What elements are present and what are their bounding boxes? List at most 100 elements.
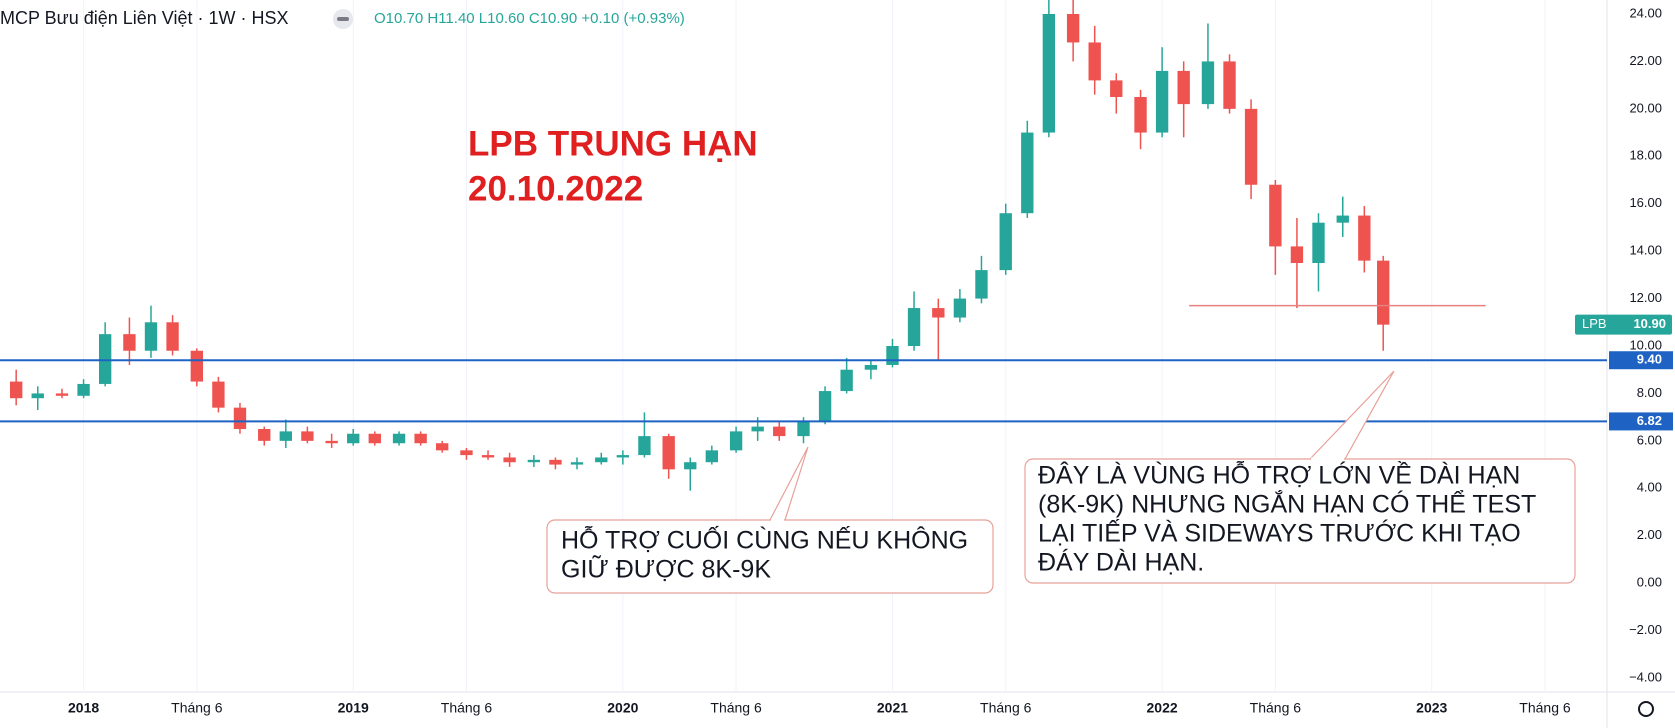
candle-body xyxy=(840,369,853,392)
callout-pointer xyxy=(769,446,809,521)
candle-body xyxy=(258,429,271,441)
candle-body xyxy=(368,433,381,444)
candle-body xyxy=(527,459,541,463)
x-tick-label: Tháng 6 xyxy=(171,700,223,716)
candle-body xyxy=(1021,132,1034,214)
candle-body xyxy=(886,346,899,365)
x-tick-label: 2023 xyxy=(1416,700,1447,716)
candle-body xyxy=(638,436,651,456)
symbol: MCP Bưu điện Liên Việt · 1W · HSX xyxy=(0,8,289,28)
candle-body xyxy=(999,213,1012,271)
candle-body xyxy=(144,322,158,351)
candle-body xyxy=(414,433,427,444)
x-tick-label: 2019 xyxy=(338,700,369,716)
candle-body xyxy=(166,322,179,351)
candle-body xyxy=(436,443,449,451)
callout-box xyxy=(1024,458,1576,584)
candle-body xyxy=(1088,42,1101,81)
level-label: 6.82 xyxy=(1637,413,1662,428)
candle-body xyxy=(1290,246,1304,263)
candle-body xyxy=(77,383,90,396)
axes: 24.00 22.00 20.00 18.00 16.00 14.00 12.00 10.00… xyxy=(68,5,1673,716)
x-tick-label: Tháng 6 xyxy=(980,700,1032,716)
candle-body xyxy=(662,436,675,470)
candle-body xyxy=(570,462,584,465)
y-tick-label: 10.00 xyxy=(1629,337,1662,352)
y-tick-label: 4.00 xyxy=(1637,480,1662,495)
candle-body xyxy=(595,457,608,463)
callout-text: HỖ TRỢ CUỐI CÙNG NẾU KHÔNG xyxy=(561,525,968,555)
level-badge xyxy=(1609,412,1673,431)
candle-body xyxy=(1110,80,1123,97)
y-tick-label: −4.00 xyxy=(1629,669,1662,684)
x-tick-label: 2018 xyxy=(68,700,99,716)
candle-body xyxy=(616,455,630,458)
title: 20.10.2022 xyxy=(468,169,643,208)
candle-body xyxy=(481,455,495,458)
callout-box xyxy=(546,519,994,594)
x-tick-label: Tháng 6 xyxy=(710,700,762,716)
candle-body xyxy=(932,308,945,318)
y-tick-label: 6.00 xyxy=(1637,432,1662,447)
candle-body xyxy=(1042,13,1056,133)
candle-body xyxy=(975,270,988,299)
candle-body xyxy=(55,393,69,396)
level-badge xyxy=(1609,351,1673,370)
candle-body xyxy=(751,426,764,432)
y-tick-label: 12.00 xyxy=(1629,290,1662,305)
y-tick-label: 14.00 xyxy=(1629,243,1662,258)
candle-body xyxy=(1177,70,1190,105)
candle-body xyxy=(212,381,225,408)
price-badge xyxy=(1575,314,1672,335)
callout-text: (8K-9K) NHƯNG NGẮN HẠN CÓ THỂ TEST xyxy=(1038,489,1536,519)
y-tick-label: 8.00 xyxy=(1637,385,1662,400)
candle-body xyxy=(1312,222,1325,263)
x-tick-label: 2020 xyxy=(607,700,638,716)
candle-body xyxy=(1155,70,1169,133)
plot xyxy=(0,0,1607,491)
candle-body xyxy=(684,462,697,470)
candle-body xyxy=(549,459,562,465)
settings-icon[interactable] xyxy=(1638,701,1654,717)
x-tick-label: 2021 xyxy=(877,700,908,716)
candle-body xyxy=(797,421,810,437)
candle-body xyxy=(460,450,473,456)
candle-body xyxy=(1134,96,1147,133)
y-tick-label: 24.00 xyxy=(1629,5,1662,20)
y-tick-label: 0.00 xyxy=(1637,575,1662,590)
candle-body xyxy=(953,298,967,318)
y-tick-label: 22.00 xyxy=(1629,53,1662,68)
candle-body xyxy=(9,381,23,399)
candle-body xyxy=(279,431,292,441)
callout-text: ĐÂY LÀ VÙNG HỖ TRỢ LỚN VỀ DÀI HẠN xyxy=(1038,460,1520,490)
callout-text: ĐÁY DÀI HẠN. xyxy=(1038,548,1204,577)
candle-body xyxy=(233,407,247,430)
y-tick-label: 18.00 xyxy=(1629,148,1662,163)
x-tick-label: 2022 xyxy=(1147,700,1178,716)
callout-text: LẠI TIẾP VÀ SIDEWAYS TRƯỚC KHI TẠO xyxy=(1038,519,1521,548)
ohlc: O10.70 H11.40 L10.60 C10.90 +0.10 (+0.93… xyxy=(374,10,685,27)
candle-body xyxy=(392,433,406,444)
level-label: 9.40 xyxy=(1637,352,1662,367)
candle-body xyxy=(818,391,832,422)
candle-body xyxy=(1336,215,1349,223)
x-tick-label: Tháng 6 xyxy=(1250,700,1302,716)
price-label: 10.90 xyxy=(1633,316,1666,331)
candle-body xyxy=(729,431,743,451)
candle-body xyxy=(190,350,204,382)
candle-body xyxy=(1269,184,1282,247)
candle-body xyxy=(1201,61,1215,105)
x-tick-label: Tháng 6 xyxy=(441,700,493,716)
candle-body xyxy=(325,440,338,444)
candle-body xyxy=(1223,61,1236,109)
candle-body xyxy=(123,334,136,351)
candle-body xyxy=(1244,108,1258,185)
candle-body xyxy=(773,426,786,437)
candle-body xyxy=(301,431,314,441)
candle-body xyxy=(98,334,112,384)
candle-body xyxy=(864,364,878,370)
candle-body xyxy=(31,393,44,399)
